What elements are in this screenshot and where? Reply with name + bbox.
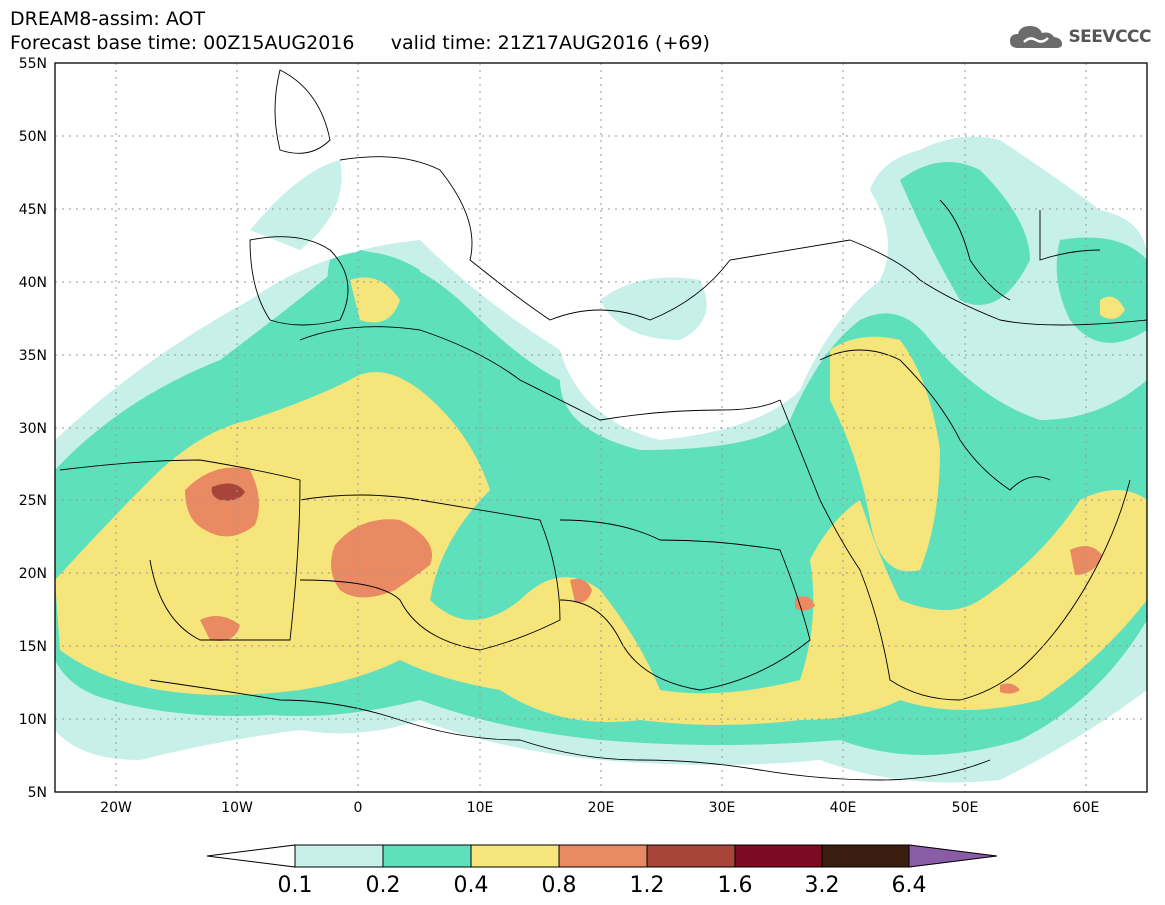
lat-label: 35N xyxy=(19,348,47,364)
lat-label: 55N xyxy=(19,56,47,72)
colorbar-label: 0.2 xyxy=(366,873,401,898)
lat-label: 15N xyxy=(19,639,47,655)
colorbar-label: 0.8 xyxy=(542,873,577,898)
colorbar-segment xyxy=(821,844,910,868)
lon-label: 10W xyxy=(221,800,253,816)
lon-label: 0 xyxy=(354,800,363,816)
lat-label: 40N xyxy=(19,275,47,291)
colorbar-segment xyxy=(470,844,560,868)
lon-label: 30E xyxy=(709,800,736,816)
logo-text: SEEVCCC xyxy=(1068,27,1151,47)
lat-label: 5N xyxy=(28,785,47,801)
colorbar-left-triangle xyxy=(206,844,296,868)
lon-label: 20W xyxy=(100,800,132,816)
map-frame xyxy=(54,62,1148,793)
lat-label: 45N xyxy=(19,202,47,218)
lat-label: 30N xyxy=(19,421,47,437)
seevccc-logo: SEEVCCC xyxy=(1008,22,1151,52)
colorbar-label: 6.4 xyxy=(892,873,927,898)
colorbar xyxy=(206,844,998,868)
coastlines xyxy=(59,69,1147,781)
colorbar-segment xyxy=(558,844,648,868)
colorbar-segment xyxy=(646,844,736,868)
map-title: DREAM8-assim: AOT xyxy=(10,8,206,30)
cloud-icon xyxy=(1010,26,1063,48)
colorbar-label: 0.1 xyxy=(278,873,313,898)
colorbar-label: 1.6 xyxy=(718,873,753,898)
lat-label: 50N xyxy=(19,129,47,145)
lon-label: 60E xyxy=(1073,800,1100,816)
lon-label: 20E xyxy=(588,800,615,816)
lon-label: 10E xyxy=(467,800,494,816)
lat-label: 20N xyxy=(19,566,47,582)
colorbar-label: 0.4 xyxy=(454,873,489,898)
colorbar-segment xyxy=(734,844,823,868)
aot-field xyxy=(55,136,1147,783)
lat-label: 10N xyxy=(19,712,47,728)
colorbar-segment xyxy=(382,844,472,868)
colorbar-right-triangle xyxy=(908,844,998,868)
colorbar-segment xyxy=(294,844,384,868)
forecast-times: Forecast base time: 00Z15AUG2016 valid t… xyxy=(10,32,710,54)
colorbar-label: 1.2 xyxy=(630,873,665,898)
colorbar-label: 3.2 xyxy=(805,873,840,898)
lat-label: 25N xyxy=(19,493,47,509)
lon-label: 50E xyxy=(952,800,979,816)
lon-label: 40E xyxy=(830,800,857,816)
graticule xyxy=(55,63,1147,792)
